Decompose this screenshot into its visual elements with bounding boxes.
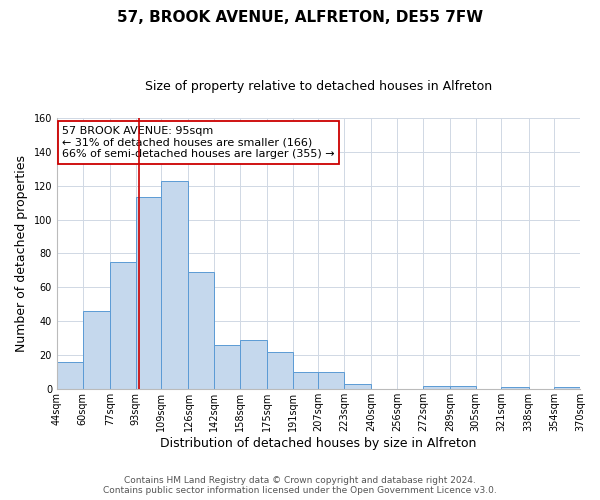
Bar xyxy=(110,262,136,389)
Text: 57 BROOK AVENUE: 95sqm
← 31% of detached houses are smaller (166)
66% of semi-de: 57 BROOK AVENUE: 95sqm ← 31% of detached… xyxy=(62,126,335,159)
Text: 57, BROOK AVENUE, ALFRETON, DE55 7FW: 57, BROOK AVENUE, ALFRETON, DE55 7FW xyxy=(117,10,483,25)
Text: Contains HM Land Registry data © Crown copyright and database right 2024.
Contai: Contains HM Land Registry data © Crown c… xyxy=(103,476,497,495)
Bar xyxy=(240,340,267,389)
Bar xyxy=(188,272,214,389)
Bar xyxy=(423,386,450,389)
Bar xyxy=(502,388,529,389)
Bar xyxy=(450,386,476,389)
Bar xyxy=(344,384,371,389)
X-axis label: Distribution of detached houses by size in Alfreton: Distribution of detached houses by size … xyxy=(160,437,476,450)
Bar xyxy=(161,180,188,389)
Y-axis label: Number of detached properties: Number of detached properties xyxy=(15,155,28,352)
Bar xyxy=(214,345,240,389)
Bar xyxy=(267,352,293,389)
Bar xyxy=(57,362,83,389)
Title: Size of property relative to detached houses in Alfreton: Size of property relative to detached ho… xyxy=(145,80,492,93)
Bar xyxy=(554,388,580,389)
Bar xyxy=(293,372,319,389)
Bar xyxy=(319,372,344,389)
Bar xyxy=(136,198,161,389)
Bar xyxy=(83,311,110,389)
